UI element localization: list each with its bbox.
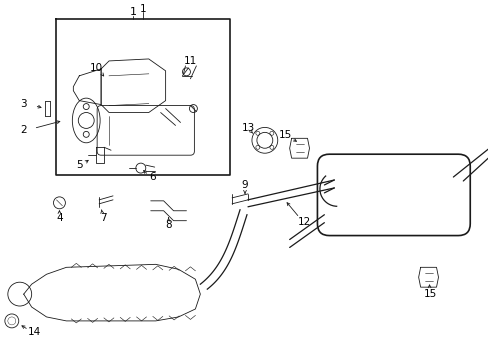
Text: 7: 7 <box>100 213 106 223</box>
Text: 3: 3 <box>21 99 27 109</box>
Text: 1: 1 <box>130 7 137 17</box>
Text: 6: 6 <box>149 172 156 182</box>
Text: 14: 14 <box>28 327 41 337</box>
Text: 1: 1 <box>140 4 146 14</box>
Text: 15: 15 <box>279 130 293 140</box>
Text: 11: 11 <box>184 56 197 66</box>
Text: 4: 4 <box>56 213 63 223</box>
Text: 9: 9 <box>242 180 248 190</box>
Text: 10: 10 <box>90 63 103 73</box>
Text: 8: 8 <box>165 220 172 230</box>
Text: 15: 15 <box>424 289 437 299</box>
Text: 5: 5 <box>76 160 83 170</box>
Text: 2: 2 <box>21 125 27 135</box>
Text: 12: 12 <box>298 217 311 227</box>
Text: 13: 13 <box>242 123 255 134</box>
